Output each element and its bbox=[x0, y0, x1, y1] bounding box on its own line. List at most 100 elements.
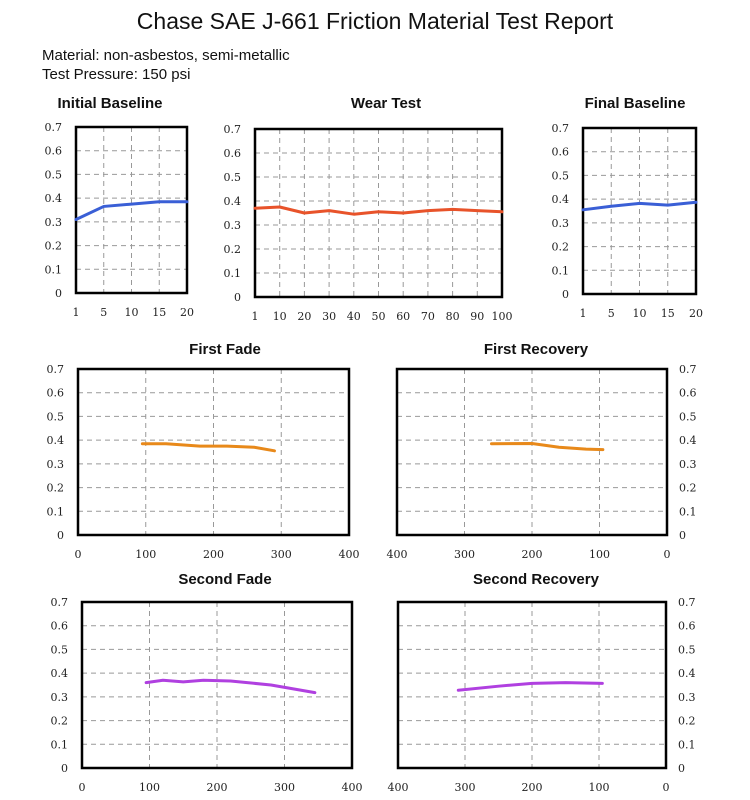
x-tick-label: 300 bbox=[271, 548, 292, 561]
y-tick-label: 0 bbox=[61, 762, 68, 775]
series-line bbox=[253, 205, 504, 216]
x-tick-label: 0 bbox=[75, 548, 82, 561]
y-tick-label: 0.7 bbox=[678, 596, 696, 609]
x-tick-label: 60 bbox=[396, 310, 410, 323]
y-tick-label: 0.2 bbox=[47, 482, 65, 495]
x-tick-label: 1 bbox=[580, 307, 587, 320]
chart-second-recovery: Second Recovery 0 0.1 0.2 0.3 0.4 0.5 0.6 0.7 400… bbox=[388, 571, 696, 794]
x-tick-label: 15 bbox=[152, 306, 166, 319]
y-tick-label: 0.4 bbox=[224, 195, 242, 208]
plot-frame bbox=[76, 367, 351, 537]
y-tick-label: 0.5 bbox=[224, 171, 242, 184]
y-tick-label: 0.6 bbox=[679, 387, 697, 400]
x-tick-label: 40 bbox=[347, 310, 361, 323]
plot-frame bbox=[396, 600, 668, 770]
y-tick-label: 0.7 bbox=[51, 596, 69, 609]
series-line bbox=[490, 441, 605, 452]
x-tick-label: 20 bbox=[297, 310, 311, 323]
x-tick-label: 0 bbox=[664, 548, 671, 561]
x-tick-label: 200 bbox=[522, 781, 543, 794]
plot-frame bbox=[395, 367, 669, 537]
x-tick-label: 300 bbox=[454, 548, 475, 561]
x-tick-label: 20 bbox=[180, 306, 194, 319]
x-tick-label: 100 bbox=[139, 781, 160, 794]
x-tick-label: 5 bbox=[608, 307, 615, 320]
x-tick-label: 50 bbox=[372, 310, 386, 323]
y-tick-label: 0.1 bbox=[224, 267, 242, 280]
y-tick-label: 0.5 bbox=[678, 643, 696, 656]
y-tick-label: 0.4 bbox=[47, 434, 65, 447]
y-tick-label: 0 bbox=[57, 529, 64, 542]
x-tick-label: 100 bbox=[589, 781, 610, 794]
y-tick-label: 0.2 bbox=[51, 715, 69, 728]
chart-title: First Fade bbox=[189, 341, 261, 358]
plot-frame bbox=[74, 125, 189, 295]
y-tick-label: 0 bbox=[562, 288, 569, 301]
x-tick-label: 0 bbox=[79, 781, 86, 794]
x-tick-label: 20 bbox=[689, 307, 703, 320]
x-tick-label: 400 bbox=[388, 781, 409, 794]
y-tick-label: 0.3 bbox=[552, 217, 570, 230]
y-tick-label: 0.3 bbox=[678, 691, 696, 704]
y-tick-label: 0.2 bbox=[224, 243, 242, 256]
y-tick-label: 0.5 bbox=[47, 410, 65, 423]
y-tick-label: 0.5 bbox=[45, 168, 63, 181]
y-tick-label: 0 bbox=[678, 762, 685, 775]
x-tick-label: 300 bbox=[455, 781, 476, 794]
x-tick-label: 400 bbox=[387, 548, 408, 561]
y-tick-label: 0.1 bbox=[45, 263, 63, 276]
x-tick-label: 90 bbox=[470, 310, 484, 323]
pressure-label: Test Pressure: 150 psi bbox=[42, 66, 191, 83]
y-tick-label: 0.7 bbox=[45, 121, 63, 134]
y-tick-label: 0.3 bbox=[51, 691, 69, 704]
chart-second-fade: Second Fade 0 0.1 0.2 0.3 0.4 0.5 0.6 0.7 0 100 200… bbox=[51, 571, 363, 794]
y-tick-label: 0 bbox=[55, 287, 62, 300]
y-tick-label: 0.6 bbox=[47, 387, 65, 400]
y-tick-label: 0.7 bbox=[552, 122, 570, 135]
chart-title: Wear Test bbox=[351, 95, 421, 112]
x-tick-label: 400 bbox=[342, 781, 363, 794]
y-tick-label: 0.7 bbox=[679, 363, 697, 376]
chart-title: Final Baseline bbox=[585, 95, 686, 112]
chart-title: Second Recovery bbox=[473, 571, 600, 588]
material-label: Material: non-asbestos, semi-metallic bbox=[42, 47, 290, 64]
y-tick-label: 0.1 bbox=[678, 738, 696, 751]
y-tick-label: 0.6 bbox=[678, 620, 696, 633]
y-tick-label: 0.1 bbox=[679, 505, 697, 518]
series-line bbox=[456, 681, 604, 692]
chart-title: Initial Baseline bbox=[57, 95, 162, 112]
y-tick-label: 0.5 bbox=[679, 410, 697, 423]
x-tick-label: 300 bbox=[274, 781, 295, 794]
plot-frame bbox=[80, 600, 354, 770]
y-tick-label: 0.4 bbox=[45, 192, 63, 205]
x-tick-label: 200 bbox=[207, 781, 228, 794]
x-tick-label: 10 bbox=[125, 306, 139, 319]
x-tick-label: 1 bbox=[252, 310, 259, 323]
chart-first-fade: First Fade 0 0.1 0.2 0.3 0.4 0.5 0.6 0.7 0 100 200 3… bbox=[47, 341, 360, 561]
y-tick-label: 0.5 bbox=[552, 169, 570, 182]
y-tick-label: 0.4 bbox=[51, 667, 69, 680]
x-tick-label: 15 bbox=[661, 307, 675, 320]
x-tick-label: 80 bbox=[446, 310, 460, 323]
y-tick-label: 0.7 bbox=[47, 363, 65, 376]
y-tick-label: 0.3 bbox=[45, 216, 63, 229]
series-line bbox=[144, 678, 317, 695]
x-tick-label: 0 bbox=[663, 781, 670, 794]
report-title: Chase SAE J-661 Friction Material Test R… bbox=[136, 8, 614, 34]
chart-title: First Recovery bbox=[484, 341, 589, 358]
y-tick-label: 0.6 bbox=[45, 145, 63, 158]
chart-title: Second Fade bbox=[178, 571, 271, 588]
y-tick-label: 0.2 bbox=[679, 482, 697, 495]
y-tick-label: 0.1 bbox=[51, 738, 69, 751]
y-tick-label: 0 bbox=[679, 529, 686, 542]
y-tick-label: 0.5 bbox=[51, 643, 69, 656]
x-tick-label: 70 bbox=[421, 310, 435, 323]
x-tick-label: 100 bbox=[135, 548, 156, 561]
chart-wear-test: Wear Test 0 0.1 0.2 0.3 0.4 0.5 0.6 0.7 1 10 20 30 40… bbox=[224, 95, 513, 323]
x-tick-label: 100 bbox=[492, 310, 513, 323]
y-tick-label: 0.4 bbox=[678, 667, 696, 680]
y-tick-label: 0.6 bbox=[51, 620, 69, 633]
